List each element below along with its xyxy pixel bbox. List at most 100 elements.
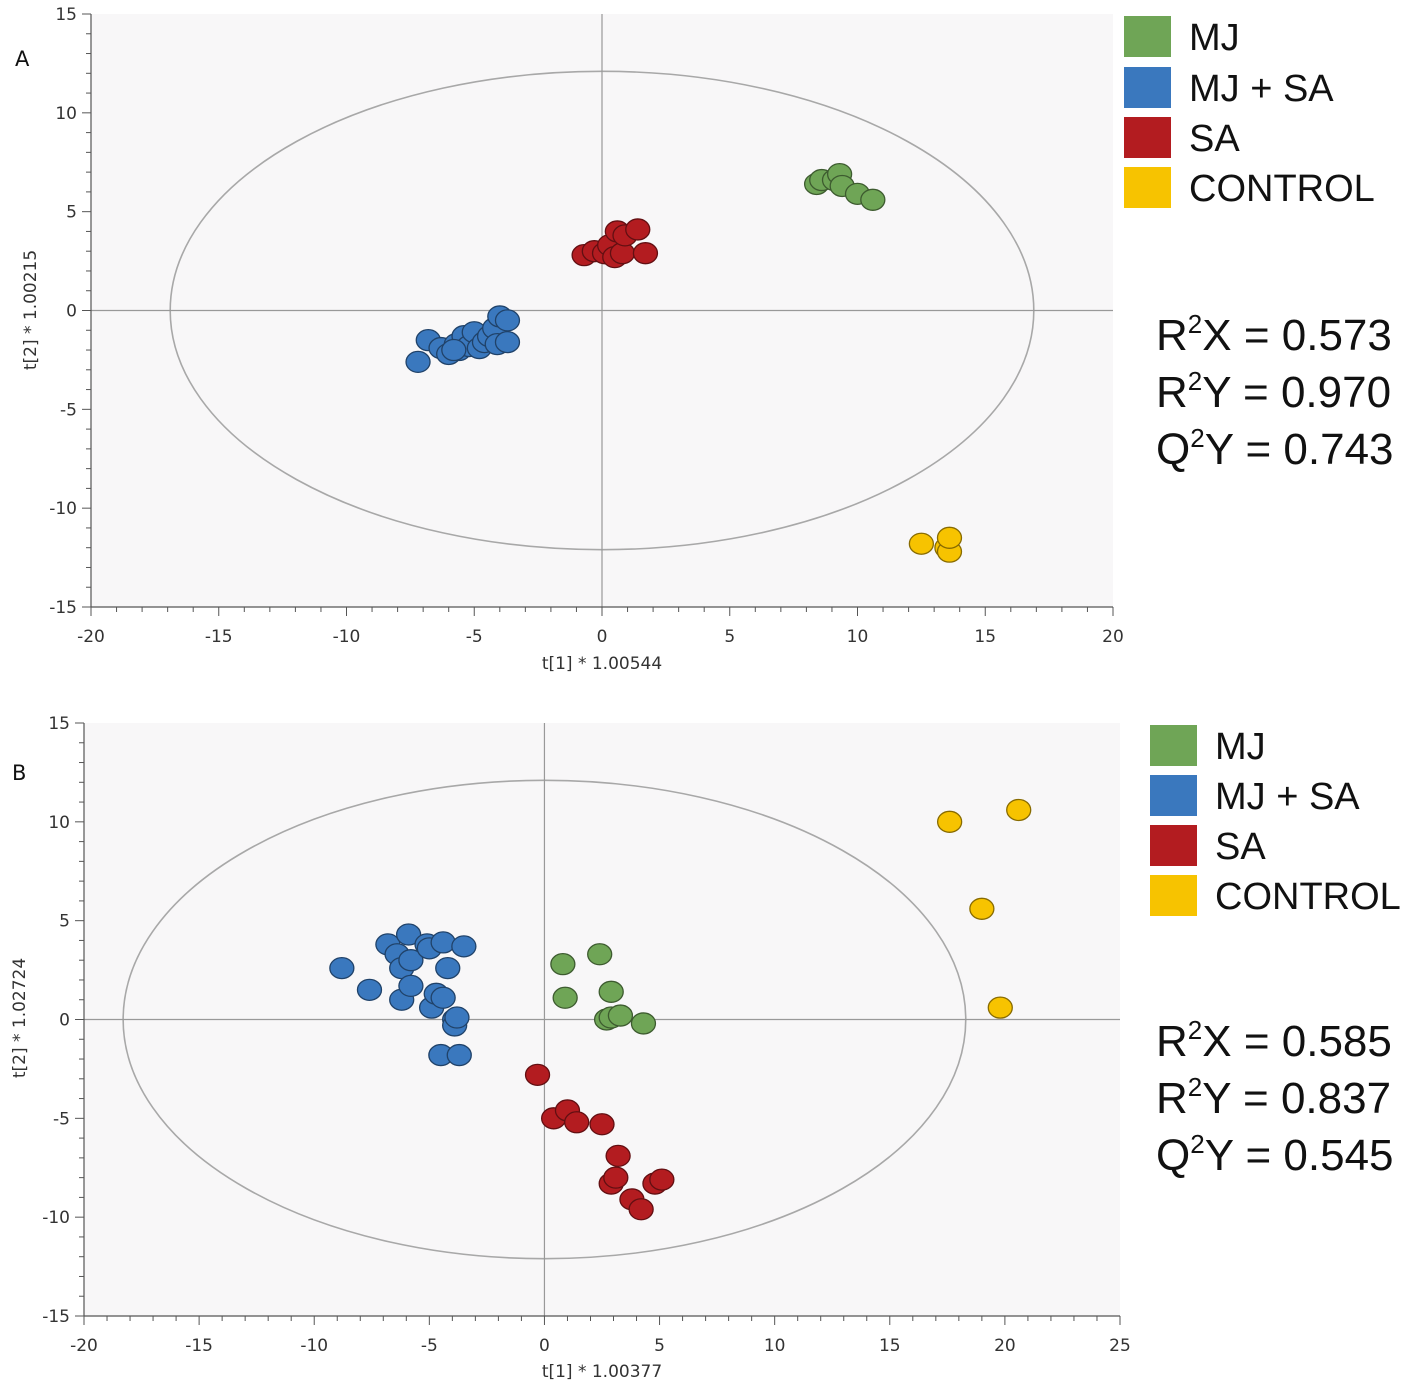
data-point-mj-sa xyxy=(398,974,424,998)
y-tick-label: -10 xyxy=(42,1208,70,1228)
x-tick-label: -10 xyxy=(300,1336,328,1356)
legend-swatch-mj xyxy=(1124,16,1171,57)
data-point-mj-sa xyxy=(444,1006,470,1029)
legend-label-mj-sa: MJ + SA xyxy=(1215,776,1360,818)
y-tick-label: -10 xyxy=(49,499,77,519)
x-tick-label: -15 xyxy=(205,627,233,647)
stat-r2x: R2X = 0.573 xyxy=(1156,309,1392,360)
x-tick-label: 25 xyxy=(1109,1336,1131,1356)
series-mj xyxy=(803,162,886,211)
data-point-mj-sa xyxy=(441,338,467,362)
legend-label-mj: MJ xyxy=(1189,17,1240,59)
data-point-mj-sa xyxy=(398,949,424,972)
legend-swatch-mj xyxy=(1150,725,1197,766)
series-control xyxy=(936,798,1032,1019)
series-sa xyxy=(571,218,659,269)
x-tick-label: 5 xyxy=(654,1336,665,1356)
x-tick-label: 15 xyxy=(879,1336,901,1356)
data-point-sa xyxy=(524,1063,551,1086)
data-point-mj-sa xyxy=(446,1043,472,1067)
y-tick-label: 10 xyxy=(55,104,77,124)
data-point-mj-sa xyxy=(494,330,521,354)
legend-label-control: CONTROL xyxy=(1189,168,1375,210)
x-tick-label: -15 xyxy=(185,1336,213,1356)
stat-r2y: R2Y = 0.837 xyxy=(1156,1072,1391,1123)
model-statistics: R2X = 0.573 R2Y = 0.970 Q2Y = 0.743 xyxy=(1156,309,1394,474)
x-axis-title: t[1] * 1.00544 xyxy=(542,654,662,674)
x-tick-label: 0 xyxy=(597,627,608,647)
data-point-mj-sa xyxy=(430,986,456,1009)
data-point-sa xyxy=(605,1144,631,1168)
data-point-mj xyxy=(860,188,886,211)
data-point-mj-sa xyxy=(494,309,521,332)
data-point-mj-sa xyxy=(451,935,477,958)
stat-q2y: Q2Y = 0.545 xyxy=(1156,1129,1394,1180)
legend-label-mj: MJ xyxy=(1215,726,1266,768)
panel-label: B xyxy=(12,761,26,785)
data-point-control xyxy=(987,996,1013,1019)
y-tick-label: -5 xyxy=(53,1109,70,1129)
data-point-mj xyxy=(607,1004,634,1027)
data-point-control xyxy=(969,897,995,920)
legend: MJ MJ + SA SA CONTROL xyxy=(1124,16,1375,210)
y-tick-label: 5 xyxy=(59,912,70,932)
data-point-mj-sa xyxy=(430,931,456,954)
series-control xyxy=(908,526,963,563)
legend-swatch-control xyxy=(1150,875,1197,916)
x-tick-label: 0 xyxy=(539,1336,550,1356)
y-axis-title: t[2] * 1.00215 xyxy=(21,250,41,370)
y-tick-label: -5 xyxy=(60,400,77,420)
y-tick-label: 0 xyxy=(66,302,77,322)
y-tick-label: 5 xyxy=(66,203,77,223)
data-point-mj-sa xyxy=(329,956,355,980)
x-tick-label: 20 xyxy=(994,1336,1016,1356)
y-tick-label: 0 xyxy=(59,1011,70,1031)
data-point-mj xyxy=(550,953,576,976)
legend-label-sa: SA xyxy=(1189,118,1240,160)
data-point-mj-sa xyxy=(356,978,383,1002)
data-point-sa xyxy=(625,218,651,241)
legend: MJ MJ + SA SA CONTROL xyxy=(1150,725,1401,918)
data-point-mj xyxy=(630,1012,657,1035)
x-tick-label: -20 xyxy=(70,1336,98,1356)
legend-swatch-sa xyxy=(1150,825,1197,866)
legend-swatch-sa xyxy=(1124,117,1171,158)
data-point-mj-sa xyxy=(405,350,431,374)
x-tick-label: -5 xyxy=(421,1336,438,1356)
x-tick-label: 10 xyxy=(847,627,869,647)
data-point-sa xyxy=(564,1111,590,1134)
y-tick-label: 15 xyxy=(55,5,77,25)
legend-swatch-mj-sa xyxy=(1124,67,1171,108)
data-point-sa xyxy=(632,242,659,265)
series-sa xyxy=(524,1063,675,1221)
data-point-sa xyxy=(649,1168,675,1191)
data-point-mj-sa xyxy=(435,956,461,980)
data-point-control xyxy=(1006,798,1032,822)
x-tick-label: 10 xyxy=(764,1336,786,1356)
series-mj xyxy=(550,943,657,1035)
data-point-sa xyxy=(603,1166,629,1189)
data-point-mj xyxy=(598,980,624,1003)
data-point-mj-sa xyxy=(395,923,422,946)
legend-swatch-mj-sa xyxy=(1150,775,1197,816)
y-tick-label: -15 xyxy=(49,598,77,618)
data-point-control xyxy=(936,526,963,549)
x-tick-label: -10 xyxy=(333,627,361,647)
y-tick-label: 10 xyxy=(48,813,70,833)
data-point-sa xyxy=(628,1198,654,1221)
y-tick-label: 15 xyxy=(48,714,70,734)
y-tick-label: -15 xyxy=(42,1307,70,1327)
legend-label-sa: SA xyxy=(1215,826,1266,868)
series-mj-sa xyxy=(405,305,521,374)
y-axis-title: t[2] * 1.02724 xyxy=(10,958,30,1078)
data-points xyxy=(329,798,1032,1221)
data-point-mj xyxy=(552,986,578,1009)
stat-r2y: R2Y = 0.970 xyxy=(1156,366,1391,417)
x-tick-label: 5 xyxy=(724,627,735,647)
x-tick-label: 15 xyxy=(974,627,996,647)
data-point-control xyxy=(936,810,963,833)
legend-label-mj-sa: MJ + SA xyxy=(1189,68,1334,110)
